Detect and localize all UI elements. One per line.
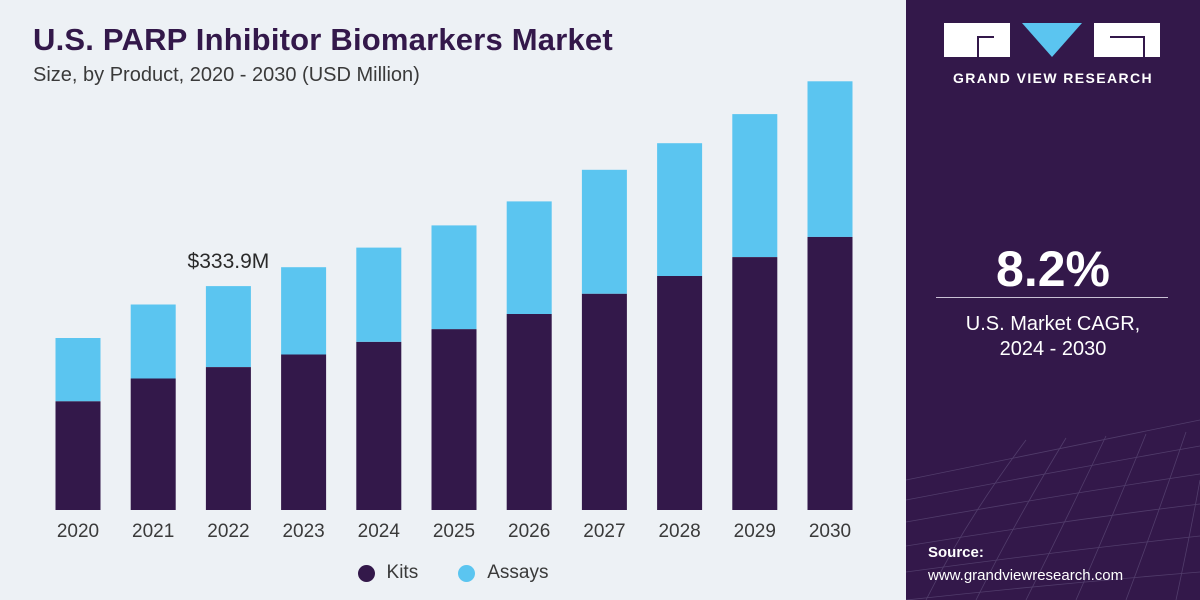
- legend: Kits Assays: [0, 562, 906, 584]
- bar-assays-2027: [581, 169, 627, 294]
- info-panel: GRAND VIEW RESEARCH 8.2% U.S. Market CAG…: [906, 0, 1200, 600]
- bar-kits-2026: [506, 314, 552, 510]
- legend-swatch-kits: [357, 564, 375, 582]
- gvr-logo: [944, 23, 1160, 57]
- bar-kits-2023: [281, 354, 327, 510]
- bar-kits-2020: [55, 401, 101, 510]
- bar-assays-2024: [356, 247, 402, 342]
- bar-kits-2028: [657, 276, 703, 510]
- bar-assays-2029: [732, 114, 778, 257]
- bar-kits-2022: [205, 367, 251, 510]
- bar-assays-2026: [506, 201, 552, 314]
- x-tick-label-2029: 2029: [734, 521, 776, 542]
- bar-kits-2027: [581, 293, 627, 510]
- cagr-divider: [936, 297, 1168, 298]
- brand-name: GRAND VIEW RESEARCH: [952, 70, 1154, 86]
- chart-title: U.S. PARP Inhibitor Biomarkers Market: [33, 22, 613, 57]
- bar-chart: 2020 2021 2022 2023 2024 2025 2026 2027 2028 2029…: [55, 81, 853, 542]
- bar-assays-2023: [281, 267, 327, 355]
- bar-assays-2020: [55, 338, 101, 402]
- x-tick-label-2022: 2022: [207, 521, 249, 542]
- x-tick-label-2027: 2027: [583, 521, 625, 542]
- bar-kits-2021: [130, 378, 176, 510]
- bar-assays-2030: [807, 81, 853, 237]
- legend-item-kits: Kits: [357, 562, 419, 584]
- x-tick-label-2028: 2028: [658, 521, 700, 542]
- x-tick-label-2025: 2025: [433, 521, 475, 542]
- x-tick-label-2024: 2024: [358, 521, 401, 542]
- bar-kits-2025: [431, 329, 477, 510]
- bar-kits-2030: [807, 236, 853, 511]
- bar-assays-2028: [657, 143, 703, 276]
- cagr-label-line2: 2024 - 2030: [999, 338, 1107, 360]
- data-label-2022: $333.9M: [188, 250, 270, 273]
- chart-panel: U.S. PARP Inhibitor Biomarkers Market Si…: [0, 0, 906, 600]
- cagr-label: U.S. Market CAGR, 2024 - 2030: [906, 312, 1200, 362]
- legend-item-assays: Assays: [458, 562, 548, 584]
- bar-kits-2029: [732, 257, 778, 510]
- legend-label-kits: Kits: [386, 562, 419, 583]
- x-tick-label-2030: 2030: [809, 521, 851, 542]
- bar-assays-2022: [205, 286, 251, 367]
- legend-label-assays: Assays: [487, 562, 549, 583]
- bar-kits-2024: [356, 341, 402, 510]
- x-tick-label-2020: 2020: [57, 521, 99, 542]
- legend-swatch-assays: [458, 564, 476, 582]
- bar-assays-2021: [130, 304, 176, 379]
- x-tick-label-2021: 2021: [132, 521, 174, 542]
- chart-subtitle: Size, by Product, 2020 - 2030 (USD Milli…: [33, 64, 420, 86]
- decorative-grid: [906, 419, 1200, 600]
- bar-assays-2025: [431, 225, 477, 330]
- source-url: www.grandviewresearch.com: [928, 567, 1124, 584]
- x-tick-label-2026: 2026: [508, 521, 550, 542]
- source-title: Source:: [928, 544, 984, 561]
- x-tick-label-2023: 2023: [282, 521, 324, 542]
- cagr-value: 8.2%: [996, 241, 1110, 297]
- cagr-label-line1: U.S. Market CAGR,: [965, 313, 1141, 335]
